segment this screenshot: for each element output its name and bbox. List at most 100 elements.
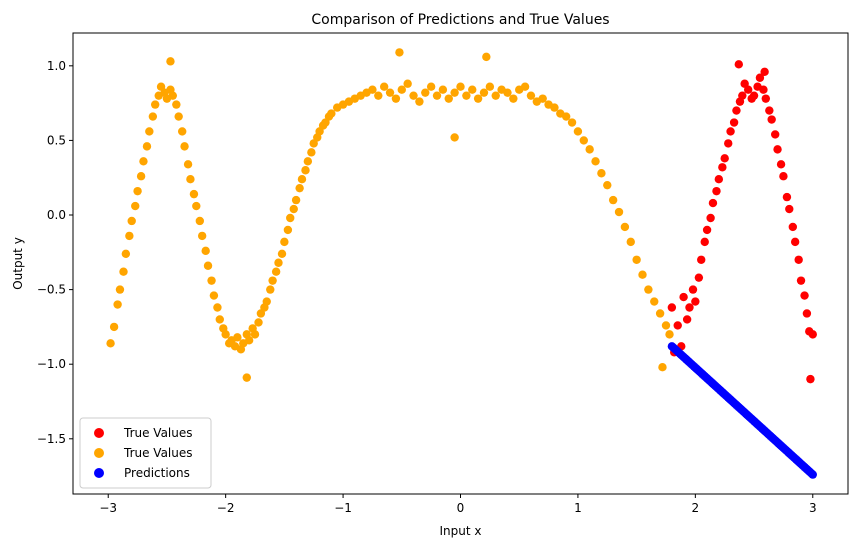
data-point: [145, 127, 154, 136]
data-point: [432, 91, 442, 100]
data-point: [714, 175, 724, 184]
data-point: [779, 172, 788, 181]
y-tick-label: 0.0: [47, 208, 66, 222]
data-point: [603, 180, 612, 190]
data-point: [174, 112, 183, 121]
data-point: [327, 109, 336, 118]
data-point: [800, 291, 809, 300]
data-point: [650, 297, 659, 306]
data-point: [796, 276, 806, 285]
data-point: [626, 237, 635, 247]
chart-title: Comparison of Predictions and True Value…: [311, 12, 609, 28]
legend-marker: [94, 428, 104, 438]
data-point: [221, 330, 230, 339]
data-point: [450, 133, 459, 142]
data-point: [178, 127, 187, 136]
data-point: [421, 88, 430, 97]
data-point: [172, 100, 181, 109]
data-point: [286, 213, 295, 223]
data-point: [591, 157, 600, 166]
data-point: [307, 148, 316, 157]
y-tick-label: 1.0: [47, 59, 66, 73]
data-point: [289, 204, 298, 214]
data-point: [691, 297, 700, 306]
data-point: [667, 303, 677, 312]
data-point: [280, 237, 289, 247]
data-point: [638, 270, 647, 279]
data-point: [550, 103, 559, 112]
data-point: [509, 94, 518, 103]
data-point: [215, 315, 224, 324]
data-point: [136, 172, 146, 181]
data-point: [734, 60, 743, 69]
data-point: [755, 73, 765, 82]
data-point: [197, 231, 207, 241]
data-point: [119, 267, 128, 276]
data-point: [503, 88, 512, 97]
legend-box: [79, 417, 212, 489]
data-point: [802, 309, 812, 318]
data-point: [291, 195, 301, 205]
y-axis-label: Output y: [11, 237, 25, 290]
data-point: [473, 94, 483, 103]
data-point: [726, 127, 735, 136]
data-point: [385, 88, 395, 97]
data-point: [491, 91, 500, 100]
data-point: [520, 82, 530, 91]
data-point: [213, 303, 222, 312]
data-point: [608, 195, 618, 205]
legend-label: Predictions: [124, 466, 190, 480]
data-point: [688, 285, 698, 294]
x-axis: −3 −2 −1 0 1 2 3: [99, 494, 817, 515]
data-point: [266, 285, 275, 294]
data-point: [262, 297, 271, 306]
data-point: [438, 85, 448, 94]
x-tick-label: −1: [334, 501, 352, 515]
data-point: [685, 303, 694, 312]
data-point: [712, 186, 721, 196]
data-point: [694, 273, 704, 282]
data-point: [776, 160, 786, 169]
data-point: [142, 142, 152, 151]
data-point: [682, 315, 692, 324]
data-point: [415, 97, 424, 106]
data-point: [297, 175, 307, 184]
data-point: [397, 85, 406, 94]
data-point: [233, 333, 242, 342]
y-tick-label: −1.0: [37, 357, 66, 371]
data-point: [374, 91, 383, 100]
data-point: [189, 189, 199, 199]
data-point: [303, 157, 313, 166]
y-tick-label: −0.5: [37, 283, 66, 297]
data-point: [749, 91, 759, 100]
data-point: [268, 276, 277, 285]
data-point: [720, 154, 729, 163]
data-point: [729, 118, 739, 127]
data-point: [770, 130, 780, 139]
x-axis-label: Input x: [440, 524, 482, 538]
data-point: [765, 106, 774, 115]
data-point: [450, 88, 459, 97]
plot-area: [106, 48, 817, 479]
x-tick-label: 1: [574, 501, 582, 515]
data-point: [207, 276, 216, 285]
data-point: [773, 145, 782, 154]
data-point: [113, 300, 122, 309]
data-point: [468, 85, 477, 94]
x-tick-label: −2: [217, 501, 235, 515]
data-point: [121, 249, 131, 259]
data-point: [395, 48, 404, 57]
data-point: [632, 255, 641, 264]
data-point: [479, 88, 489, 97]
data-point: [718, 163, 727, 172]
data-point: [456, 82, 465, 91]
y-axis: −1.5 −1.0 −0.5 0.0 0.5 1.0: [37, 59, 73, 446]
y-tick-label: 0.5: [47, 133, 66, 147]
data-point: [444, 94, 453, 103]
data-point: [782, 192, 792, 202]
data-point: [106, 339, 115, 348]
data-point: [567, 118, 577, 127]
data-point: [125, 231, 134, 241]
data-point: [706, 213, 715, 223]
